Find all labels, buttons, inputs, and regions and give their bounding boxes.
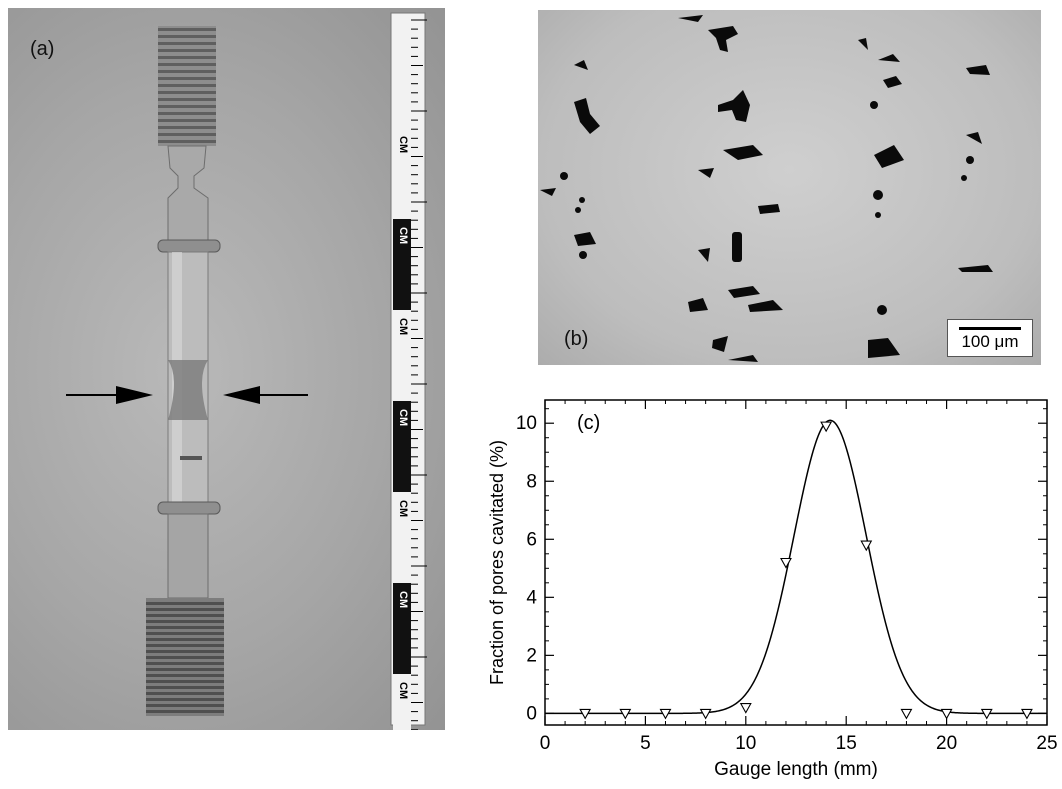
- x-tick-label: 20: [936, 733, 957, 754]
- cm-ruler: CM CM CM CM CM CM CM: [390, 12, 427, 730]
- panel-b-label: (b): [564, 328, 589, 350]
- ruler-cm-label: CM: [397, 591, 409, 608]
- right-arrow: [223, 386, 308, 404]
- x-tick-label: 15: [836, 733, 857, 754]
- panel-a-label: (a): [30, 38, 55, 60]
- data-point: [980, 708, 993, 720]
- ruler-block: [393, 401, 411, 492]
- x-tick-label: 10: [735, 733, 756, 754]
- y-tick-label: 6: [526, 529, 537, 550]
- data-point: [1020, 708, 1033, 720]
- fit-curve: [545, 419, 1047, 715]
- ruler-cm-label: CM: [397, 682, 409, 699]
- data-point: [820, 421, 833, 433]
- ruler-block: [393, 674, 411, 730]
- data-point: [780, 557, 792, 569]
- data-point: [699, 708, 712, 720]
- panel-c-label: (c): [577, 412, 600, 434]
- x-axis-title: Gauge length (mm): [714, 759, 878, 780]
- x-tick-label: 0: [540, 733, 551, 754]
- ruler-block: [393, 310, 411, 401]
- data-point: [739, 703, 752, 714]
- ruler-cm-label: CM: [397, 227, 409, 244]
- ruler-block: [393, 583, 411, 674]
- specimen-illustration: CM CM CM CM CM CM CM: [66, 12, 427, 730]
- left-arrow: [66, 386, 153, 404]
- scale-bar-label: 100 μm: [961, 332, 1019, 351]
- scale-bar-box: 100 μm: [947, 319, 1033, 357]
- ruler-cm-label: CM: [397, 409, 409, 426]
- ruler-cm-label: CM: [397, 500, 409, 517]
- ruler-cm-label: CM: [397, 318, 409, 335]
- data-point: [900, 708, 913, 720]
- y-tick-label: 10: [516, 413, 537, 434]
- y-tick-label: 8: [526, 471, 537, 492]
- bottom-thread: [146, 598, 224, 716]
- specimen-photo: CM CM CM CM CM CM CM (a): [8, 8, 445, 730]
- ruler-block: [393, 492, 411, 583]
- micrograph: (b) 100 μm: [538, 10, 1041, 365]
- top-thread: [158, 26, 216, 146]
- ruler-block: [393, 128, 411, 219]
- data-point: [860, 540, 873, 552]
- ruler-block: [393, 219, 411, 310]
- y-tick-label: 0: [526, 703, 537, 724]
- scale-bar: [959, 327, 1021, 330]
- pore-illustration: [540, 15, 993, 362]
- ruler-cm-label: CM: [397, 136, 409, 153]
- y-tick-label: 4: [526, 587, 537, 608]
- data-point: [619, 708, 632, 720]
- x-tick-label: 25: [1036, 733, 1057, 754]
- y-axis-title: Fraction of pores cavitated (%): [487, 440, 507, 685]
- x-tick-label: 5: [640, 733, 651, 754]
- y-tick-label: 2: [526, 645, 537, 666]
- plot-frame: [544, 399, 1048, 726]
- data-point: [940, 708, 953, 720]
- data-point: [579, 708, 592, 720]
- data-point: [659, 708, 672, 720]
- axis-ticks: [544, 400, 1048, 725]
